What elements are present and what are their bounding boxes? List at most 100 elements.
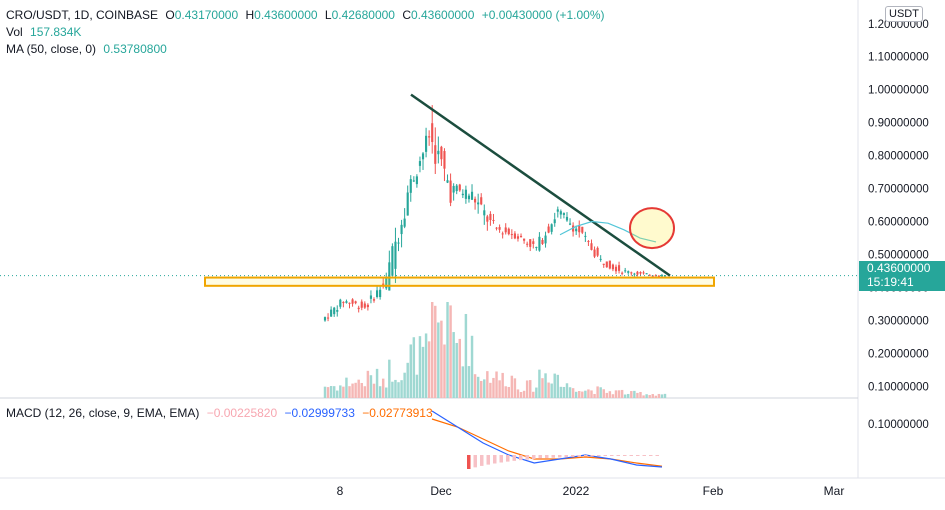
volume-bar: [434, 305, 437, 398]
volume-bar: [489, 382, 492, 398]
volume-bar: [424, 333, 428, 398]
candle-body: [345, 301, 348, 303]
candle-body: [428, 136, 431, 138]
candle-body: [339, 299, 342, 307]
x-tick-label: Dec: [430, 484, 451, 498]
volume-bar: [483, 379, 486, 398]
volume-bar: [394, 379, 397, 398]
candle-body: [547, 226, 550, 233]
symbol-title: CRO/USDT, 1D, COINBASE: [6, 8, 159, 22]
candle-body: [645, 273, 648, 275]
volume-bar: [587, 389, 590, 398]
macd-hist-bar: [486, 455, 490, 465]
volume-bar: [351, 383, 354, 398]
macd-line: [431, 410, 663, 468]
candle-body: [599, 258, 602, 260]
candle-body: [477, 202, 480, 205]
macd-hist-bar: [480, 455, 484, 466]
candle-body: [587, 241, 590, 243]
volume-bar: [532, 391, 535, 398]
candle-body: [608, 260, 611, 269]
candle-body: [480, 197, 483, 205]
candle-body: [458, 184, 461, 191]
close-value: 0.43600000: [411, 8, 475, 22]
candle-body: [397, 242, 400, 244]
volume-bar: [623, 394, 627, 398]
macd-hist-bar: [636, 455, 640, 456]
volume-bar: [611, 394, 615, 398]
volume-bar: [492, 377, 495, 398]
macd-hist-bar: [603, 455, 607, 457]
candle-body: [449, 180, 452, 203]
candle-body: [391, 246, 394, 276]
change-value: +0.00430000 (+1.00%): [481, 8, 605, 22]
candle-body: [519, 235, 523, 238]
macd-pane: [431, 410, 663, 469]
y-tick-label: 0.20000000: [868, 348, 929, 360]
volume-bar: [495, 371, 498, 398]
candle-body: [636, 271, 639, 275]
volume-bar: [446, 302, 449, 398]
y-tick-label: 0.70000000: [868, 184, 929, 196]
candle-body: [510, 234, 513, 236]
candle-body: [342, 302, 345, 304]
volume-bar: [391, 381, 394, 398]
volume-bar: [541, 378, 544, 398]
volume-bar: [593, 393, 596, 398]
volume-bar: [657, 393, 661, 398]
candle-body: [434, 145, 437, 164]
volume-bar: [400, 380, 403, 398]
volume-bar: [513, 378, 517, 398]
volume-bar: [602, 389, 605, 398]
bar-countdown: 15:19:41: [867, 275, 914, 289]
candle-body: [464, 189, 467, 199]
candle-body: [605, 261, 608, 268]
candle-body: [418, 161, 422, 166]
ma-label: MA (50, close, 0): [6, 42, 97, 56]
volume-bar: [378, 386, 382, 398]
volume-bar: [584, 390, 587, 398]
volume-bar: [461, 366, 465, 398]
volume-bar: [427, 341, 431, 398]
currency-button[interactable]: USDT: [885, 6, 923, 22]
volume-bar: [544, 373, 547, 398]
candle-body: [351, 299, 354, 304]
volume-bar: [590, 390, 593, 398]
volume-bar: [501, 372, 504, 398]
volume-bar: [388, 359, 391, 398]
y-tick-label: 0.60000000: [868, 217, 929, 229]
macd-legend: MACD (12, 26, close, 9, EMA, EMA) −0.002…: [6, 406, 437, 420]
candle-body: [550, 224, 553, 232]
volume-bar: [486, 371, 489, 398]
volume-bar: [627, 393, 630, 398]
macd-hist-bar: [610, 455, 614, 456]
candle-body: [590, 243, 593, 250]
volume-bar: [360, 382, 363, 398]
y-tick-label: 0.90000000: [868, 118, 929, 130]
volume-bar: [507, 386, 511, 398]
candle-body: [415, 176, 418, 185]
candle-body: [621, 272, 624, 274]
macd-hist-bar: [649, 455, 653, 456]
candle-body: [639, 272, 642, 274]
macd-hist-bar: [545, 455, 549, 459]
macd-hist-bar: [623, 455, 627, 456]
volume-bar: [581, 391, 584, 398]
macd-hist-bar: [564, 455, 568, 458]
volume-bar: [476, 376, 480, 398]
last-price-tag: 0.43600000 15:19:41: [859, 261, 945, 291]
volume-bar: [369, 375, 373, 398]
volume-bar: [663, 393, 667, 398]
volume-bar: [578, 390, 581, 398]
volume-bar: [473, 374, 477, 398]
candle-body: [333, 307, 336, 315]
volume-bar: [648, 395, 651, 398]
candle-body: [369, 295, 373, 299]
candle-body: [336, 310, 339, 312]
candle-body: [657, 275, 660, 277]
y-tick-label: 1.10000000: [868, 52, 929, 64]
macd-hist-bar: [519, 455, 523, 461]
candle-body: [363, 303, 366, 308]
candle-body: [559, 211, 562, 215]
